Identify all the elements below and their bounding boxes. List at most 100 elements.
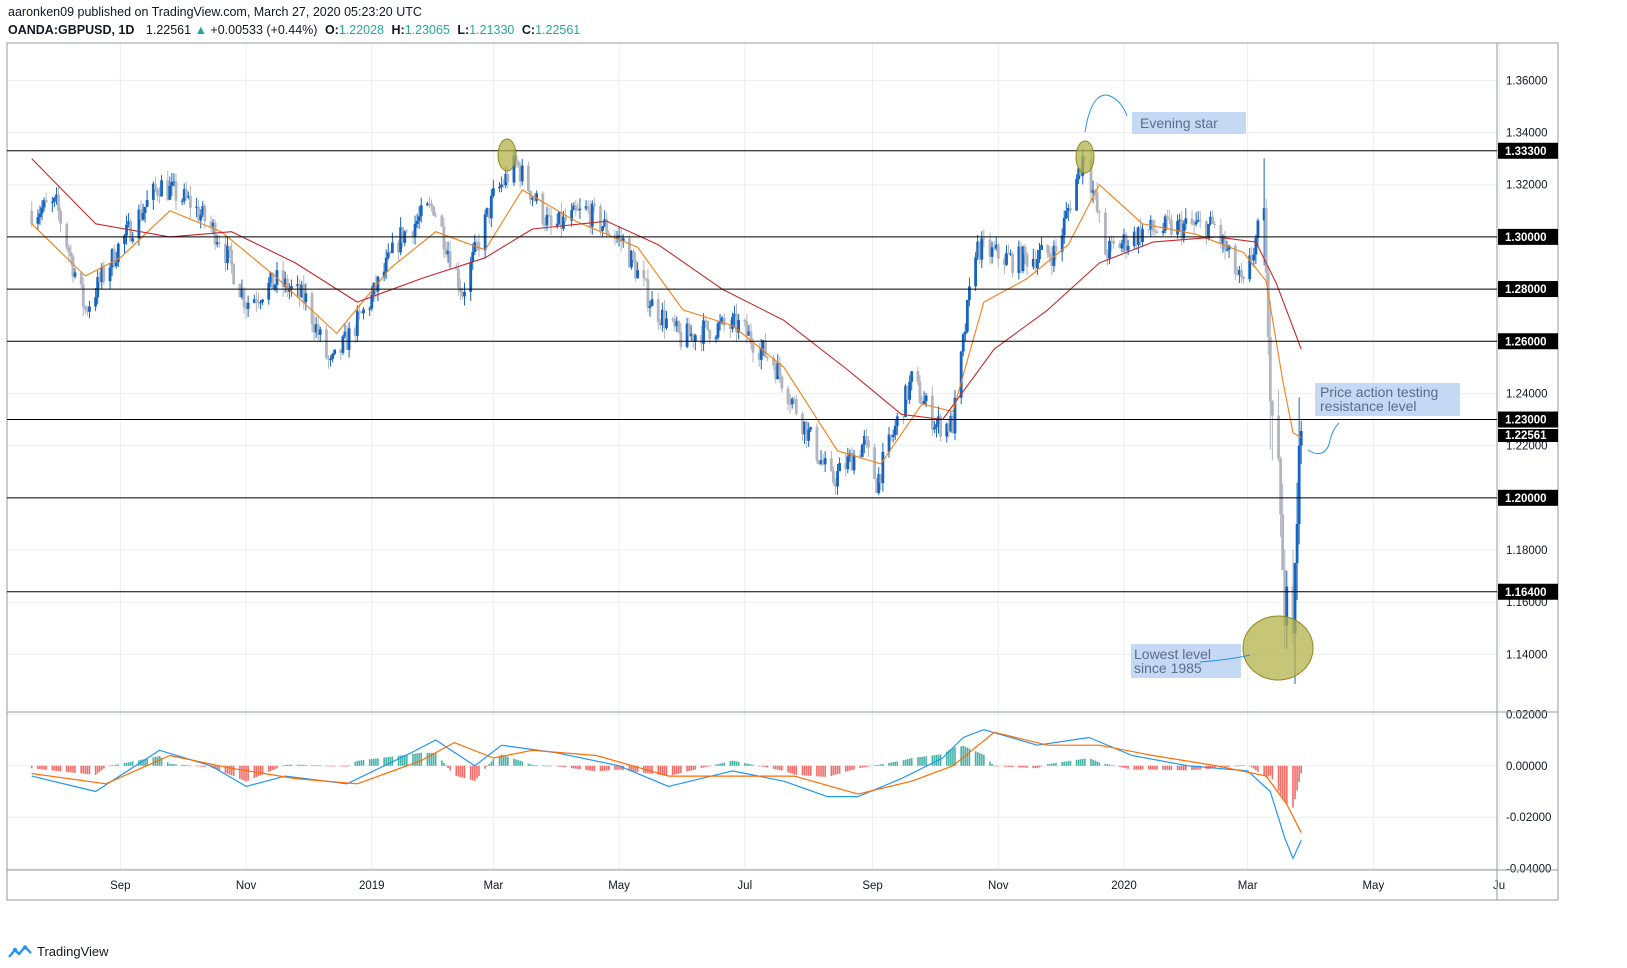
macd-hist-bar [305, 764, 307, 766]
macd-hist-bar [1176, 765, 1179, 771]
macd-hist-bar [100, 765, 103, 771]
bull-candle [1161, 222, 1165, 236]
macd-hist-bar [317, 765, 319, 767]
candle-body [747, 331, 751, 336]
macd-hist-bar [515, 759, 517, 766]
bear-candle [516, 159, 520, 168]
x-tick-label: 2020 [1111, 880, 1137, 892]
macd-hist-bar [1185, 765, 1187, 771]
macd-hist-bar [1240, 765, 1243, 766]
macd-hist-bar [820, 765, 822, 777]
candle-body [1023, 246, 1027, 255]
bear-candle [79, 271, 83, 289]
candle-body [358, 310, 361, 313]
bear-candle [529, 190, 532, 205]
candle-body [1149, 219, 1153, 230]
bull-candle [287, 283, 291, 300]
candle-body [953, 397, 957, 434]
macd-hist-bar [704, 765, 707, 768]
bear-candle [298, 279, 302, 308]
bull-candle [296, 275, 299, 297]
candle-body [172, 181, 176, 183]
candle-body [689, 333, 693, 337]
candle-body [1097, 211, 1101, 213]
candle-body [786, 388, 790, 404]
macd-hist-bar [836, 765, 839, 775]
candle-body [1221, 236, 1225, 244]
bull-candle [1295, 482, 1299, 601]
bear-candle [918, 375, 922, 404]
bear-candle [850, 447, 854, 471]
bear-candle [805, 420, 809, 449]
macd-hist-bar [1034, 765, 1037, 769]
macd-hist-bar [601, 765, 604, 771]
macd-hist-bar [702, 765, 705, 768]
bear-candle [1019, 242, 1023, 274]
candle-body [71, 256, 75, 277]
candle-body [347, 328, 351, 350]
macd-hist-bar [733, 761, 736, 766]
candle-body [959, 351, 963, 398]
macd-hist-bar [1195, 765, 1197, 770]
bull-candle [168, 176, 172, 201]
bear-candle [774, 361, 778, 384]
bear-candle [158, 187, 161, 204]
y-tick-label: 1.36000 [1506, 75, 1548, 87]
candle-body [1048, 253, 1052, 258]
macd-hist-bar [406, 754, 408, 766]
bear-candle [458, 278, 462, 301]
candle-body [677, 321, 681, 333]
macd-hist-bar [94, 765, 97, 775]
candle-body [731, 316, 734, 329]
bear-candle [526, 161, 530, 193]
candle-body [656, 299, 660, 323]
bull-candle [531, 196, 534, 207]
macd-hist-bar [187, 765, 190, 767]
candle-body [601, 226, 604, 231]
candle-body [331, 354, 335, 359]
macd-hist-bar [389, 756, 392, 766]
candle-body [1240, 269, 1243, 277]
bear-candle [44, 192, 48, 203]
macd-hist-bar [1180, 765, 1183, 771]
candle-body [634, 260, 637, 279]
bull-candle [590, 200, 594, 235]
macd-hist-bar [204, 765, 206, 767]
candle-body [605, 219, 609, 234]
macd-hist-bar [1063, 761, 1066, 766]
candle-body [947, 423, 951, 432]
candle-body [636, 270, 640, 279]
macd-hist-bar [764, 765, 767, 768]
candle-body [201, 205, 205, 216]
candle-body [57, 194, 60, 211]
macd-hist-bar [715, 764, 717, 766]
macd-hist-bar [1168, 765, 1171, 770]
bull-candle [935, 419, 938, 438]
highlight-ellipse [497, 138, 517, 172]
bear-candle [1025, 251, 1029, 276]
bear-candle [788, 393, 792, 414]
macd-hist-bar [488, 764, 491, 766]
macd-hist-bar [84, 765, 87, 774]
candle-body [1122, 234, 1126, 244]
macd-hist-bar [948, 750, 950, 766]
macd-hist-bar [175, 764, 177, 766]
macd-hist-bar [298, 764, 301, 766]
bear-candle [65, 222, 69, 251]
candle-body [1038, 250, 1041, 260]
candle-body [974, 257, 978, 287]
bear-candle [98, 271, 102, 290]
candle-body [88, 306, 91, 312]
bear-candle [477, 233, 481, 258]
candle-body [879, 474, 883, 484]
candle-body [281, 270, 285, 287]
ema-slow-line [31, 158, 1302, 421]
bull-candle [1122, 228, 1126, 253]
bear-candle [1147, 229, 1151, 234]
macd-hist-bar [1211, 765, 1214, 769]
bull-candle [803, 421, 806, 445]
macd-hist-bar [1092, 759, 1094, 766]
macd-hist-bar [892, 762, 894, 766]
macd-hist-bar [45, 765, 47, 770]
